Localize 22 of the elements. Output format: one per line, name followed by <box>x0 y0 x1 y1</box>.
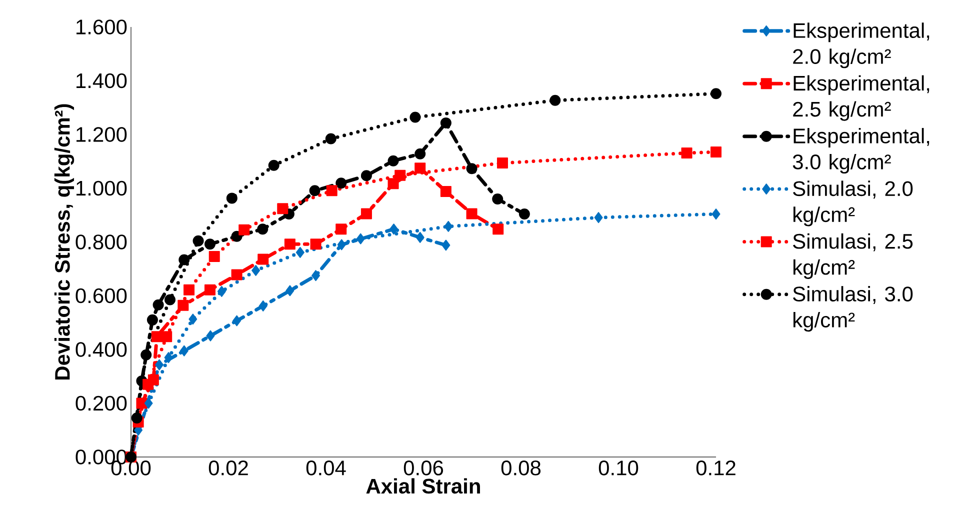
y-tick-label: 0.800 <box>76 234 127 250</box>
x-tick-label: 0.02 <box>208 460 248 476</box>
x-axis-title: Axial Strain <box>366 478 480 494</box>
y-tick-label: 0.400 <box>76 342 127 357</box>
legend-label: Eksperimental, 2.5 kg/cm² <box>793 75 930 121</box>
y-tick-label: 1.200 <box>76 127 127 142</box>
x-tick-label: 0.06 <box>404 460 444 476</box>
x-tick-label: 0.12 <box>696 460 736 476</box>
legend-label: Eksperimental, 3.0 kg/cm² <box>792 128 930 174</box>
x-tick-label: 0.10 <box>598 460 638 476</box>
y-tick-label: 0.600 <box>76 288 127 304</box>
x-tick-label: 0.08 <box>501 460 541 476</box>
legend-label: Simulasi, 2.5 kg/cm² <box>793 233 913 279</box>
y-tick-label: 1.000 <box>76 180 127 196</box>
legend-label: Eksperimental, 2.0 kg/cm² <box>793 22 930 68</box>
y-tick-label: 1.400 <box>76 73 127 88</box>
y-tick-label: 0.200 <box>76 396 127 411</box>
y-tick-label: 1.600 <box>76 20 127 34</box>
y-axis-title: Deviatoric Stress, q(kg/cm²) <box>54 104 74 380</box>
legend-label: Simulasi, 3.0 kg/cm² <box>793 286 913 332</box>
legend-label: Simulasi, 2.0 kg/cm² <box>793 180 913 226</box>
x-tick-label: 0.04 <box>306 460 346 476</box>
